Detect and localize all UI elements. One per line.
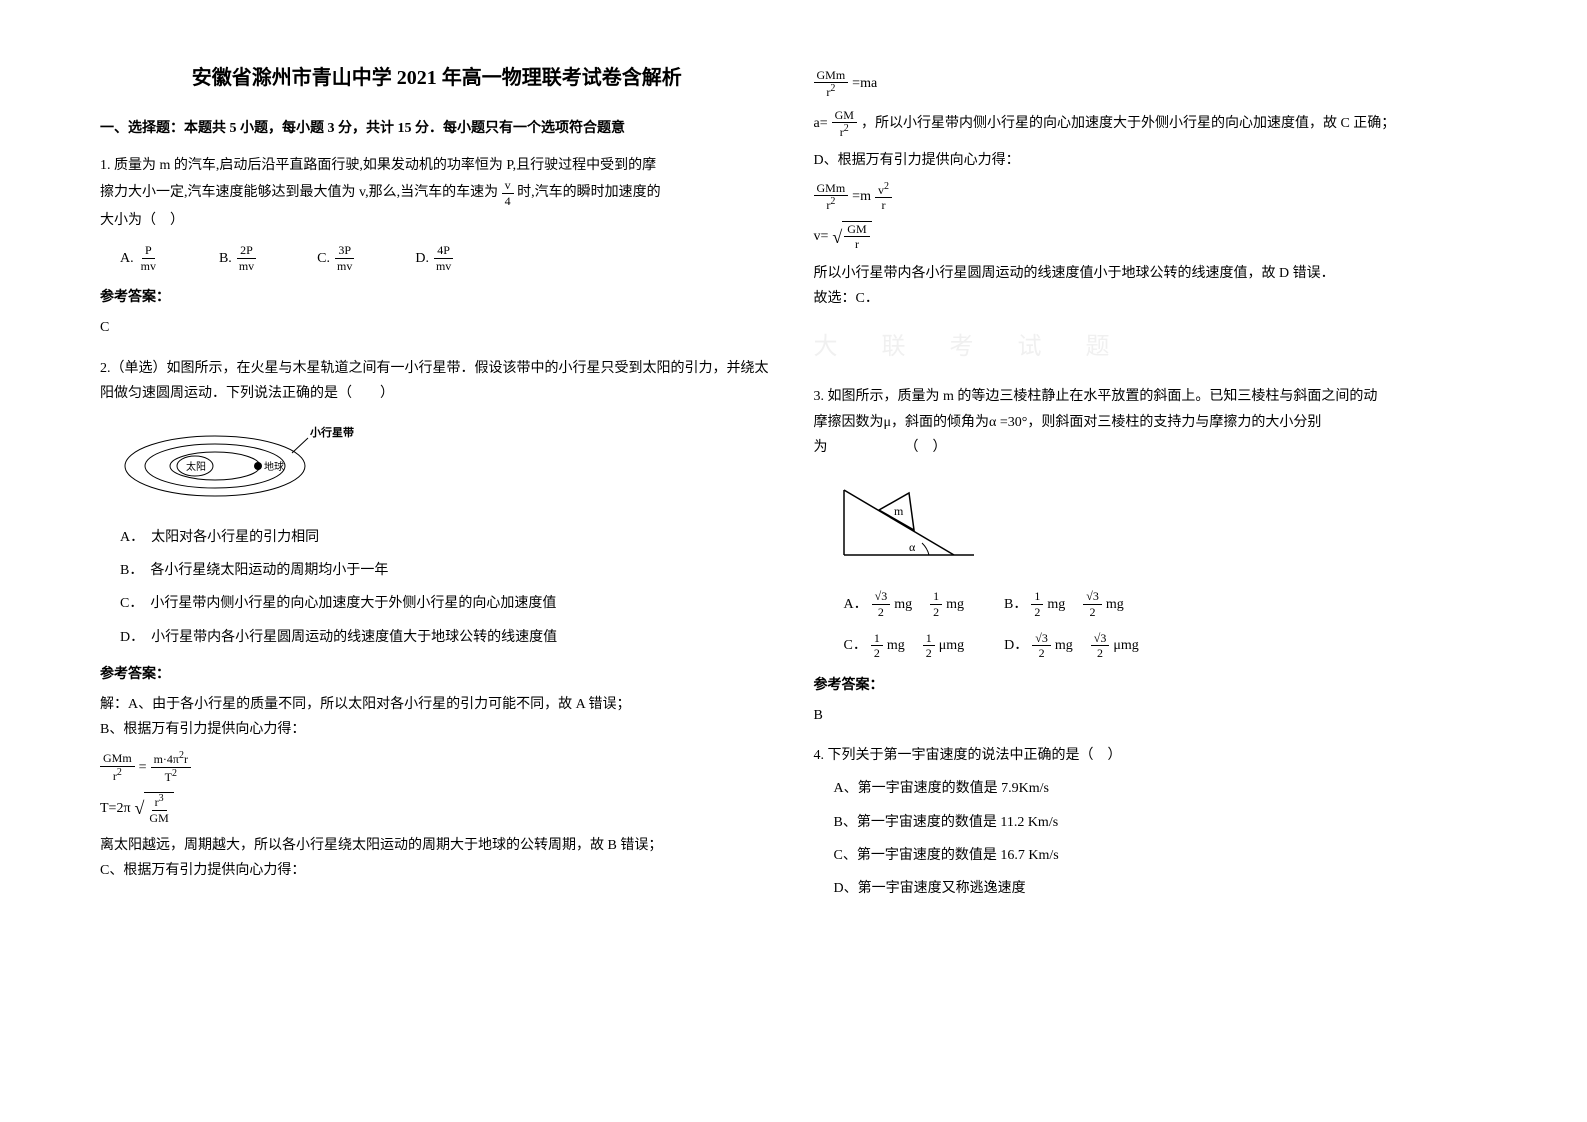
q3-diagram: m α — [834, 475, 1488, 574]
q1-answer-label: 参考答案： — [100, 285, 774, 310]
belt-label: 小行星带 — [309, 425, 354, 439]
q2-formula-b1: GMm r2 = m·4π2r T2 — [100, 750, 774, 784]
orbit-diagram: 太阳 地球 小行星带 — [120, 421, 380, 501]
explain-d: D、根据万有引力提供向心力得： — [814, 148, 1488, 173]
q1-text-3: 大小为（ ） — [100, 208, 774, 233]
conclusion: 故选：C． — [814, 286, 1488, 311]
formula-c1: GMm r2 =ma — [814, 68, 1488, 100]
angle-label: α — [909, 540, 916, 554]
q2-diagram: 太阳 地球 小行星带 — [120, 421, 774, 510]
q4-option-a: A、第一宇宙速度的数值是 7.9Km/s — [834, 776, 1488, 801]
watermark: 大 联 考 试 题 — [814, 326, 1488, 369]
section-heading: 一、选择题：本题共 5 小题，每小题 3 分，共计 15 分．每小题只有一个选项… — [100, 116, 774, 141]
q2-formula-t: T=2π √ r3 GM — [100, 792, 774, 825]
question-4: 4. 下列关于第一宇宙速度的说法中正确的是（ ） A、第一宇宙速度的数值是 7.… — [814, 743, 1488, 901]
q3-text-1: 3. 如图所示，质量为 m 的等边三棱柱静止在水平放置的斜面上。已知三棱柱与斜面… — [814, 384, 1488, 409]
q2-option-a: A． 太阳对各小行星的引力相同 — [120, 525, 774, 550]
q1-options: A. P mv B. 2P mv C. 3P mv — [120, 243, 774, 273]
q1-answer: C — [100, 315, 774, 340]
q2-answer-label: 参考答案： — [100, 662, 774, 687]
formula-v: v= √ GM r — [814, 221, 1488, 253]
q1-option-c: C. 3P mv — [317, 243, 355, 273]
q3-option-c: C． 1 2 mg 1 2 μmg — [844, 631, 965, 661]
formula-d1: GMm r2 =m v2 r — [814, 181, 1488, 213]
question-2: 2.（单选）如图所示，在火星与木星轨道之间有一小行星带．假设该带中的小行星只受到… — [100, 356, 774, 650]
q4-text: 4. 下列关于第一宇宙速度的说法中正确的是（ ） — [814, 743, 1488, 768]
question-3: 3. 如图所示，质量为 m 的等边三棱柱静止在水平放置的斜面上。已知三棱柱与斜面… — [814, 384, 1488, 660]
page-title: 安徽省滁州市青山中学 2021 年高一物理联考试卷含解析 — [100, 60, 774, 96]
q4-option-b: B、第一宇宙速度的数值是 11.2 Km/s — [834, 810, 1488, 835]
q2-explain-b2: 离太阳越远，周期越大，所以各小行星绕太阳运动的周期大于地球的公转周期，故 B 错… — [100, 833, 774, 858]
q3-option-d: D． √3 2 mg √3 2 μmg — [1004, 631, 1139, 661]
q1-option-d: D. 4P mv — [415, 243, 454, 273]
earth-label: 地球 — [264, 460, 284, 473]
q4-option-d: D、第一宇宙速度又称逃逸速度 — [834, 876, 1488, 901]
q1-option-a: A. P mv — [120, 243, 159, 273]
q4-option-c: C、第一宇宙速度的数值是 16.7 Km/s — [834, 843, 1488, 868]
mass-label: m — [894, 504, 904, 518]
q3-text-2: 摩擦因数为μ，斜面的倾角为α =30°，则斜面对三棱柱的支持力与摩擦力的大小分别 — [814, 410, 1488, 435]
q3-text-3: 为 （ ） — [814, 435, 1488, 460]
sun-label: 太阳 — [186, 460, 206, 473]
q3-options: A． √3 2 mg 1 2 mg B． 1 — [844, 589, 1488, 661]
q2-option-c: C． 小行星带内侧小行星的向心加速度大于外侧小行星的向心加速度值 — [120, 591, 774, 616]
q1-option-b: B. 2P mv — [219, 243, 257, 273]
q2-explain-b: B、根据万有引力提供向心力得： — [100, 717, 774, 742]
q2-explain-a: 解：A、由于各小行星的质量不同，所以太阳对各小行星的引力可能不同，故 A 错误； — [100, 692, 774, 717]
q3-option-a: A． √3 2 mg 1 2 mg — [844, 589, 965, 619]
q1-text-2: 擦力大小一定,汽车速度能够达到最大值为 v,那么,当汽车的车速为 v 4 时,汽… — [100, 178, 774, 208]
explain-d2: 所以小行星带内各小行星圆周运动的线速度值小于地球公转的线速度值，故 D 错误． — [814, 261, 1488, 286]
q1-text-1: 1. 质量为 m 的汽车,启动后沿平直路面行驶,如果发动机的功率恒为 P,且行驶… — [100, 153, 774, 178]
q3-option-b: B． 1 2 mg √3 2 mg — [1004, 589, 1124, 619]
q2-explain-c: C、根据万有引力提供向心力得： — [100, 858, 774, 883]
q2-option-b: B． 各小行星绕太阳运动的周期均小于一年 — [120, 558, 774, 583]
incline-diagram: m α — [834, 475, 984, 565]
formula-a: a= GM r2 ，所以小行星带内侧小行星的向心加速度大于外侧小行星的向心加速度… — [814, 108, 1488, 140]
question-1: 1. 质量为 m 的汽车,启动后沿平直路面行驶,如果发动机的功率恒为 P,且行驶… — [100, 153, 774, 273]
q2-text: 2.（单选）如图所示，在火星与木星轨道之间有一小行星带．假设该带中的小行星只受到… — [100, 356, 774, 406]
q3-answer: B — [814, 703, 1488, 728]
q1-fraction: v 4 — [502, 178, 514, 208]
q3-answer-label: 参考答案： — [814, 673, 1488, 698]
q2-option-d: D． 小行星带内各小行星圆周运动的线速度值大于地球公转的线速度值 — [120, 625, 774, 650]
